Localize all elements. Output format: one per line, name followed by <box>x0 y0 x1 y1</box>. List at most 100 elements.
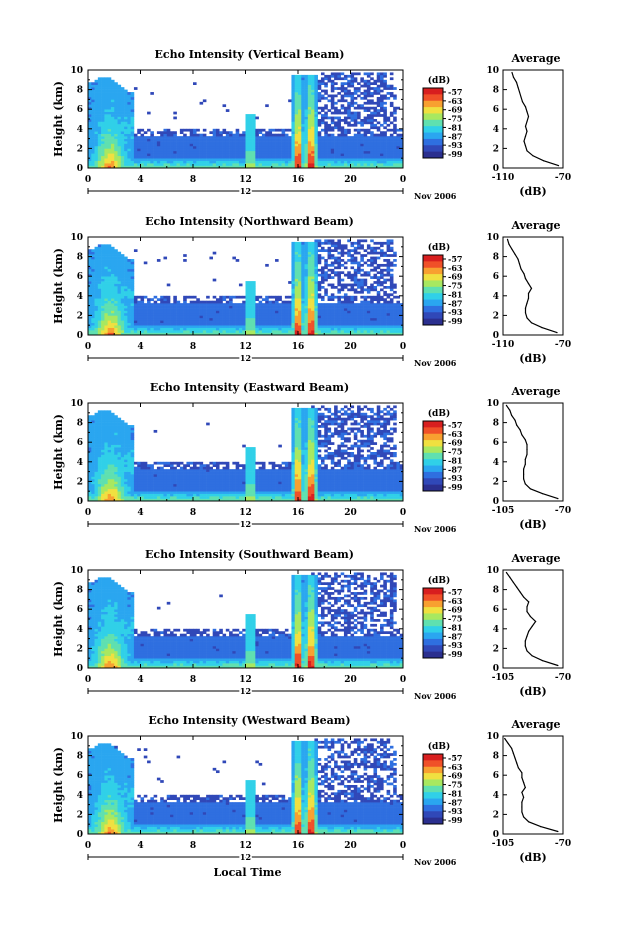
heatmap-cell <box>347 114 351 117</box>
heatmap-cell <box>363 271 368 275</box>
heatmap-cell <box>261 128 266 132</box>
heatmap-cell <box>383 281 387 284</box>
heatmap-cell <box>255 327 259 331</box>
heatmap-cell <box>124 114 128 117</box>
heatmap-cell <box>114 278 118 282</box>
heatmap-cell <box>189 150 194 154</box>
heatmap-cell <box>176 315 181 319</box>
heatmap-cell <box>271 317 276 321</box>
heatmap-cell <box>301 281 305 284</box>
heatmap-cell <box>104 87 108 90</box>
heatmap-cell <box>176 155 181 159</box>
heatmap-cell <box>324 320 328 324</box>
heatmap-cell <box>179 141 184 144</box>
heatmap-cell <box>265 322 269 326</box>
heatmap-cell <box>307 310 312 314</box>
heatmap-cell <box>301 155 305 159</box>
heatmap-cell <box>91 325 95 328</box>
heatmap-cell <box>156 332 161 336</box>
heatmap-cell <box>91 160 95 164</box>
heatmap-cell <box>130 111 135 115</box>
heatmap-cell <box>343 148 348 152</box>
heatmap-cell <box>376 104 381 108</box>
heatmap-cell <box>350 141 355 144</box>
heatmap-cell <box>311 74 315 78</box>
heatmap-cell <box>193 332 197 336</box>
heatmap-cell <box>137 320 141 324</box>
heatmap-cell <box>202 320 207 324</box>
heatmap-cell <box>94 111 99 115</box>
heatmap-cell <box>215 160 220 164</box>
heatmap-cell <box>137 158 141 161</box>
heatmap-cell <box>176 308 181 311</box>
heatmap-cell <box>294 106 299 110</box>
heatmap-cell <box>242 305 246 309</box>
heatmap-cell <box>258 315 263 319</box>
heatmap-cell <box>104 121 108 125</box>
heatmap-cell <box>330 330 335 333</box>
heatmap-cell <box>140 138 145 142</box>
heatmap-cell <box>104 109 108 112</box>
heatmap-cell <box>110 281 115 284</box>
heatmap-cell <box>298 89 302 93</box>
heatmap-cell <box>307 123 312 127</box>
heatmap-cell <box>320 303 325 306</box>
heatmap-cell <box>88 312 92 316</box>
heatmap-cell <box>383 87 387 90</box>
heatmap-cell <box>133 148 138 152</box>
heatmap-cell <box>330 99 335 103</box>
heatmap-cell <box>114 109 118 112</box>
heatmap-cell <box>353 158 358 161</box>
heatmap-cell <box>334 271 338 275</box>
heatmap-cell <box>235 259 240 262</box>
heatmap-cell <box>91 442 95 445</box>
heatmap-cell <box>307 268 312 272</box>
heatmap-cell <box>376 165 381 169</box>
heatmap-cell <box>393 158 397 161</box>
chart-title: Echo Intensity (Northward Beam) <box>145 215 354 228</box>
heatmap-cell <box>107 261 112 265</box>
heatmap-cell <box>357 268 361 272</box>
heatmap-cell <box>357 111 361 115</box>
heatmap-cell <box>261 330 266 333</box>
heatmap-cell <box>393 109 397 112</box>
heatmap-cell <box>117 293 122 297</box>
heatmap-cell <box>275 155 279 159</box>
heatmap-cell <box>366 300 371 304</box>
heatmap-cell <box>311 295 315 299</box>
average-title: Average <box>510 219 560 232</box>
heatmap-cell <box>120 278 125 282</box>
heatmap-cell <box>163 305 168 309</box>
heatmap-cell <box>101 461 105 465</box>
heatmap-cell <box>212 155 217 159</box>
heatmap-cell <box>176 148 181 152</box>
heatmap-cell <box>173 163 177 166</box>
heatmap-cell <box>363 82 368 85</box>
heatmap-cell <box>298 148 302 152</box>
heatmap-cell <box>347 273 351 277</box>
heatmap-cell <box>173 325 177 328</box>
heatmap-cell <box>117 128 122 132</box>
heatmap-cell <box>268 138 273 142</box>
heatmap-cell <box>212 303 217 306</box>
heatmap-cell <box>212 312 217 316</box>
heatmap-cell <box>327 308 332 311</box>
heatmap-cell <box>307 266 312 270</box>
heatmap-cell <box>393 153 397 157</box>
heatmap-cell <box>307 79 312 83</box>
heatmap-cell <box>298 303 302 306</box>
heatmap-cell <box>347 104 351 108</box>
heatmap-cell <box>340 126 345 130</box>
heatmap-cell <box>101 261 105 265</box>
heatmap-cell <box>229 325 233 328</box>
heatmap-cell <box>91 474 95 477</box>
heatmap-cell <box>304 116 309 120</box>
heatmap-cell <box>176 153 181 157</box>
heatmap-cell <box>343 251 348 255</box>
heatmap-cell <box>252 308 256 311</box>
heatmap-cell <box>248 310 253 314</box>
heatmap-cell <box>120 268 125 272</box>
average-y-tick-label: 4 <box>493 292 499 302</box>
heatmap-cell <box>133 165 138 169</box>
heatmap-cell <box>189 158 194 161</box>
